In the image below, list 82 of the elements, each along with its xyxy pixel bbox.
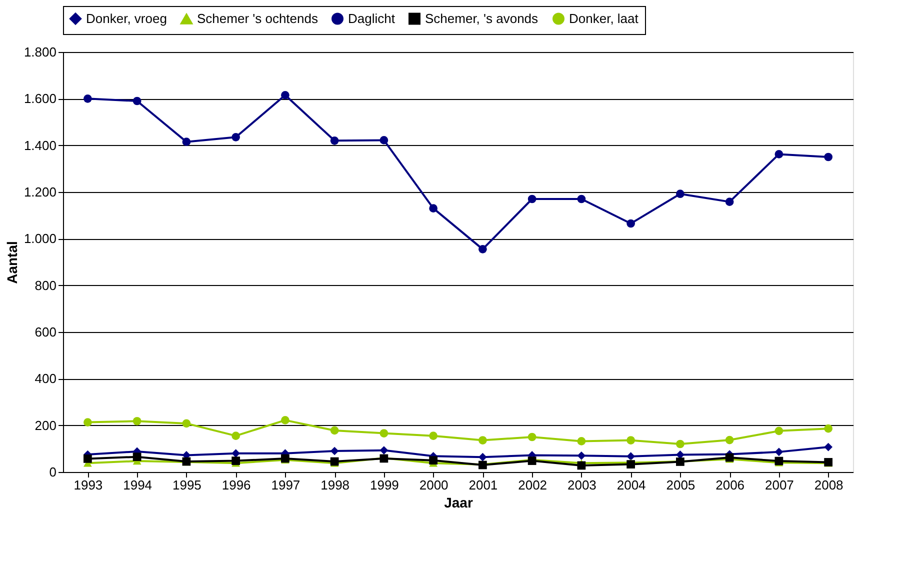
x-tick-label: 1997 bbox=[271, 478, 300, 492]
x-tick-label: 1995 bbox=[172, 478, 202, 492]
legend-label: Schemer, 's avonds bbox=[425, 10, 539, 26]
point bbox=[676, 190, 684, 198]
point bbox=[626, 452, 635, 461]
point bbox=[676, 450, 684, 459]
point bbox=[824, 152, 832, 162]
legend-label: Schemer 's ochtends bbox=[197, 11, 318, 26]
point bbox=[725, 436, 734, 444]
point bbox=[132, 96, 142, 106]
point bbox=[774, 456, 784, 466]
x-tick-label: 1999 bbox=[370, 478, 399, 492]
point bbox=[478, 244, 487, 254]
x-tick-label: 1998 bbox=[320, 478, 350, 492]
x-tick-label: 2000 bbox=[419, 478, 448, 492]
point bbox=[232, 449, 240, 458]
point bbox=[577, 194, 586, 204]
point bbox=[232, 132, 240, 142]
point bbox=[577, 451, 586, 460]
point bbox=[824, 442, 832, 452]
point bbox=[330, 457, 339, 466]
x-tick-label: 2008 bbox=[814, 478, 844, 492]
x-tick-label: 2005 bbox=[666, 478, 696, 492]
point bbox=[84, 454, 92, 463]
point bbox=[182, 138, 191, 146]
point bbox=[281, 416, 290, 424]
point bbox=[132, 452, 142, 462]
x-tick-label: 1996 bbox=[222, 478, 251, 492]
point bbox=[380, 429, 388, 438]
point bbox=[281, 90, 290, 100]
point bbox=[478, 452, 487, 462]
x-tick-label: 2003 bbox=[567, 478, 596, 492]
y-tick-label: 1.600 bbox=[24, 91, 56, 106]
point bbox=[429, 204, 438, 213]
x-tick-label: 2002 bbox=[518, 478, 548, 492]
point bbox=[380, 136, 388, 144]
y-axis-title: Aantal bbox=[4, 241, 20, 284]
point bbox=[429, 432, 438, 440]
point bbox=[232, 456, 240, 465]
x-tick-label: 2001 bbox=[468, 478, 498, 492]
y-tick-label: 1.800 bbox=[24, 44, 56, 60]
point bbox=[478, 436, 487, 444]
y-tick-label: 1.200 bbox=[24, 184, 56, 200]
point bbox=[330, 446, 339, 456]
y-tick-label: 1.000 bbox=[24, 231, 56, 246]
point bbox=[528, 194, 536, 204]
point bbox=[232, 432, 240, 440]
point bbox=[626, 219, 635, 228]
point bbox=[330, 136, 339, 145]
y-tick-label: 600 bbox=[34, 324, 56, 340]
point bbox=[429, 456, 438, 465]
point bbox=[330, 426, 339, 435]
x-tick-label: 2006 bbox=[716, 478, 745, 492]
point bbox=[132, 416, 142, 426]
point bbox=[577, 461, 586, 470]
x-tick-label: 2004 bbox=[616, 478, 646, 492]
point bbox=[774, 448, 784, 456]
point bbox=[774, 426, 784, 436]
point bbox=[84, 418, 92, 426]
point bbox=[626, 436, 635, 444]
point bbox=[577, 437, 586, 446]
point bbox=[774, 150, 784, 158]
y-tick-label: 800 bbox=[34, 278, 56, 293]
x-tick-label: 1994 bbox=[123, 478, 152, 492]
point bbox=[380, 446, 388, 454]
y-tick-label: 200 bbox=[34, 418, 56, 433]
point bbox=[528, 432, 536, 442]
x-axis-title: Jaar bbox=[444, 494, 474, 510]
point bbox=[182, 419, 191, 428]
x-tick-label: 2007 bbox=[764, 478, 794, 492]
legend-label: Daglicht bbox=[348, 10, 396, 26]
y-tick-label: 1.400 bbox=[24, 138, 56, 153]
point bbox=[725, 453, 734, 462]
legend-label: Donker, vroeg bbox=[86, 10, 167, 26]
point bbox=[676, 440, 684, 448]
x-tick-label: 1993 bbox=[74, 478, 103, 492]
legend-label: Donker, laat bbox=[569, 10, 639, 26]
point bbox=[824, 424, 832, 433]
y-tick-label: 0 bbox=[49, 464, 56, 480]
point bbox=[84, 94, 92, 103]
y-tick-label: 400 bbox=[34, 371, 56, 386]
point bbox=[725, 198, 734, 206]
